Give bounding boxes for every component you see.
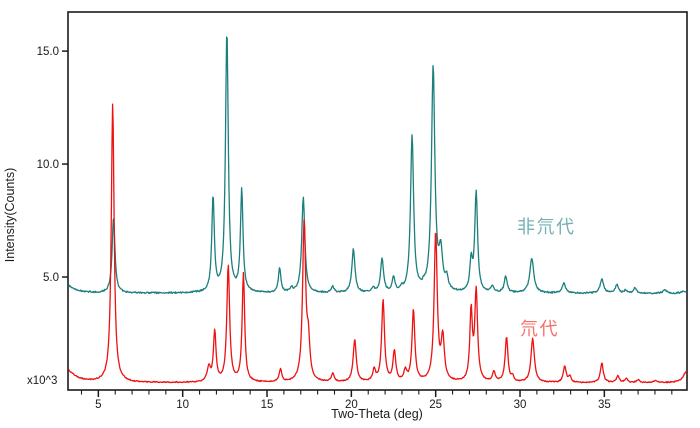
legend-label-deuterated: 氘代 [520, 319, 559, 339]
x-tick-label: 15 [261, 399, 274, 411]
y-tick-label: 10.0 [37, 159, 59, 171]
x-axis-title: Two-Theta (deg) [331, 407, 423, 421]
y-axis-title: Intensity(Counts) [3, 168, 17, 262]
plot-border [67, 11, 688, 391]
x-tick-label: 30 [514, 399, 527, 411]
x-tick-label: 5 [95, 399, 101, 411]
y-axis-tick-labels: 5.0 10.0 15.0 [37, 46, 59, 284]
legend-label-non-deuterated: 非氘代 [517, 217, 576, 237]
y-tick-label: 15.0 [37, 46, 59, 58]
y-tick-label: 5.0 [43, 272, 59, 284]
x-tick-label: 35 [598, 399, 611, 411]
diffraction-traces [68, 36, 687, 384]
y-axis-scale-multiplier: x10^3 [27, 375, 57, 387]
x-tick-label: 20 [345, 399, 358, 411]
y-axis-ticks [62, 50, 68, 278]
x-tick-label: 10 [176, 399, 189, 411]
trace-non-deuterated [68, 36, 687, 295]
x-axis-ticks [80, 390, 673, 397]
trace-deuterated [68, 103, 687, 384]
x-tick-label: 25 [429, 399, 442, 411]
x-axis-tick-labels: 5 10 15 20 25 30 35 [95, 399, 611, 411]
